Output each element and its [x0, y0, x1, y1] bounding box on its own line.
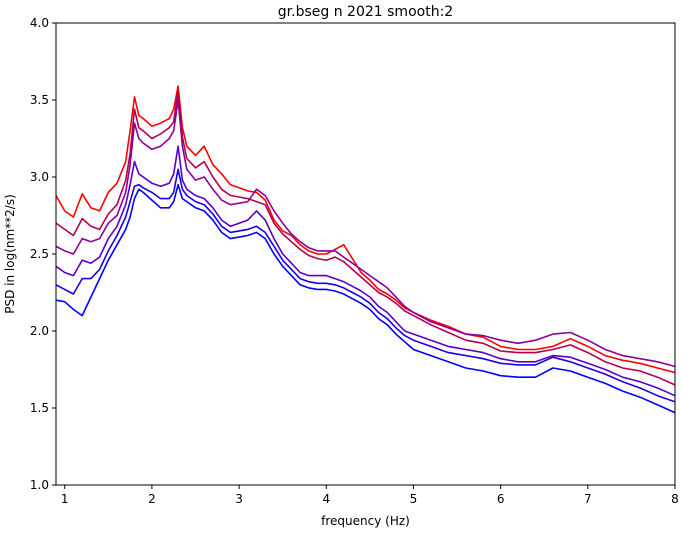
x-tick-label: 7 [584, 492, 592, 506]
y-tick-label: 1.5 [30, 401, 49, 415]
y-tick-label: 4.0 [30, 16, 49, 30]
series-line-4 [56, 145, 675, 397]
x-tick-label: 5 [410, 492, 418, 506]
series-line-2 [56, 90, 675, 386]
series-line-5 [56, 168, 675, 403]
y-tick-label: 1.0 [30, 478, 49, 492]
x-tick-label: 3 [235, 492, 243, 506]
y-tick-label: 2.0 [30, 324, 49, 338]
y-tick-label: 3.5 [30, 93, 49, 107]
x-tick-label: 1 [61, 492, 69, 506]
x-tick-label: 4 [322, 492, 330, 506]
x-tick-label: 6 [497, 492, 505, 506]
ticks-layer: 1 2 3 4 5 6 7 8 1.0 1.5 2.0 2.5 3.0 3.5 4.0 [30, 16, 679, 506]
series-line-1 [56, 85, 675, 374]
y-axis-label: PSD in log(nm**2/s) [3, 194, 17, 314]
y-tick-label: 2.5 [30, 247, 49, 261]
x-tick-label: 8 [671, 492, 679, 506]
series-layer [56, 85, 675, 414]
x-tick-label: 2 [148, 492, 156, 506]
chart-title: gr.bseg n 2021 smooth:2 [278, 4, 453, 20]
x-axis-label: frequency (Hz) [321, 514, 410, 528]
series-line-3 [56, 99, 675, 368]
y-tick-label: 3.0 [30, 170, 49, 184]
series-line-6 [56, 183, 675, 414]
